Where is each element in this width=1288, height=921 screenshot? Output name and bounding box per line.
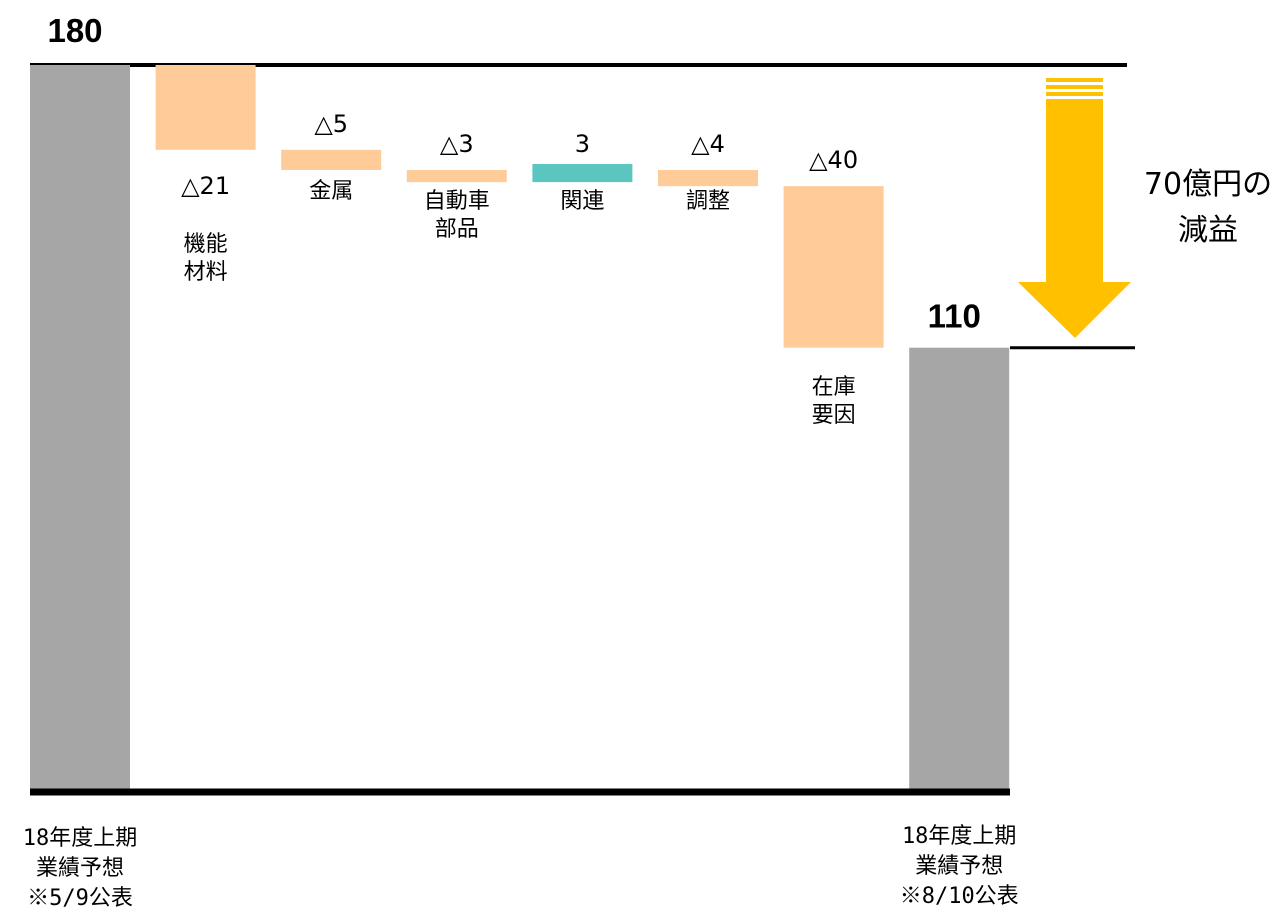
- category-label-line: 機能: [184, 232, 228, 257]
- bar-decrease-2: [281, 149, 382, 171]
- bar-increase-4: [532, 164, 633, 183]
- category-label-1: 機能材料: [184, 232, 228, 285]
- category-label-line: 材料: [184, 260, 228, 285]
- value-label-5: △4: [691, 130, 725, 158]
- value-label-3: △3: [440, 130, 474, 158]
- category-label-3: 自動車部品: [424, 189, 490, 242]
- value-label-start: 180: [47, 12, 102, 49]
- plot-area: 180△21△5△3 3 △4△4011018年度上期業績予想※5/9公表機能材料金…: [23, 12, 1272, 911]
- value-label-1: △21: [181, 172, 230, 200]
- category-label-line: 在庫: [812, 375, 856, 400]
- bar-decrease-6: [783, 186, 884, 348]
- bar-total-7: [909, 347, 1010, 792]
- category-label-line: 関連: [560, 189, 604, 214]
- down-arrow: [1018, 99, 1131, 338]
- category-label-0: 18年度上期業績予想 ※5/9公表: [23, 826, 138, 911]
- category-label-line: 業績予想: [36, 856, 124, 881]
- category-label-2: 金属: [309, 179, 353, 204]
- category-label-7: 18年度上期業績予想 ※8/10公表: [900, 824, 1019, 909]
- value-label-2: △5: [314, 110, 348, 138]
- arrow-stripe-3: [1046, 92, 1103, 96]
- category-label-line: 部品: [435, 217, 479, 242]
- annotation-line-2: 減益: [1178, 213, 1238, 248]
- category-label-line: 自動車: [424, 189, 490, 214]
- bar-decrease-3: [406, 170, 507, 183]
- category-label-line: ※5/9公表: [27, 886, 133, 911]
- category-label-line: ※8/10公表: [900, 884, 1019, 909]
- category-label-5: 調整: [686, 189, 730, 214]
- annotation-line-1: 70億円の: [1144, 167, 1272, 202]
- bar-total-0: [30, 65, 130, 792]
- arrow-stripe-2: [1046, 85, 1103, 89]
- category-label-line: 業績予想: [915, 854, 1003, 879]
- arrow-stripe-1: [1046, 78, 1103, 82]
- value-label-end: 110: [928, 298, 981, 335]
- category-label-line: 18年度上期: [902, 824, 1017, 849]
- bar-decrease-1: [155, 65, 256, 150]
- value-label-4: 3: [575, 130, 590, 158]
- value-label-6: △40: [809, 146, 858, 174]
- category-label-line: 金属: [309, 179, 353, 204]
- category-label-6: 在庫要因: [812, 375, 856, 428]
- category-label-line: 18年度上期: [23, 826, 138, 851]
- category-label-4: 関連: [560, 189, 604, 214]
- category-label-line: 要因: [812, 403, 856, 428]
- bar-decrease-5: [658, 170, 758, 187]
- category-label-line: 調整: [686, 189, 730, 214]
